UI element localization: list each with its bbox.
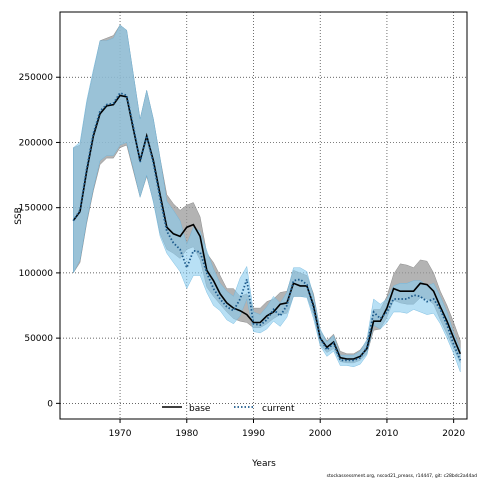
y-tick-label: 200000 [19,138,54,148]
series-line-current [72,91,462,362]
y-tick-label: 50000 [24,334,53,344]
x-axis-title: Years [251,459,276,469]
series-line-base [72,94,462,360]
y-tick-label: 250000 [19,73,54,83]
legend: base current [162,404,295,414]
band-current [73,24,461,373]
y-tick-label: 0 [47,399,53,409]
x-axis-ticks: 1970 1980 1990 2000 2010 2020 [109,419,465,439]
legend-label-current: current [262,404,295,414]
y-tick-label: 100000 [19,269,54,279]
legend-label-base: base [189,404,211,414]
series-lines [72,91,462,362]
x-tick-label: 2000 [309,429,332,439]
credit-text: stockassessment.org, nscod21_preass, r14… [327,473,477,479]
x-tick-label: 2010 [375,429,398,439]
y-tick-label: 150000 [19,204,54,214]
y-axis-title: SSB [14,207,24,225]
x-tick-label: 1970 [109,429,132,439]
confidence-bands [73,24,461,373]
x-tick-label: 1980 [175,429,198,439]
plot-frame [59,11,468,420]
y-axis-ticks: 0 50000 100000 150000 200000 250000 [19,73,60,409]
x-tick-label: 1990 [242,429,265,439]
x-tick-label: 2020 [442,429,465,439]
